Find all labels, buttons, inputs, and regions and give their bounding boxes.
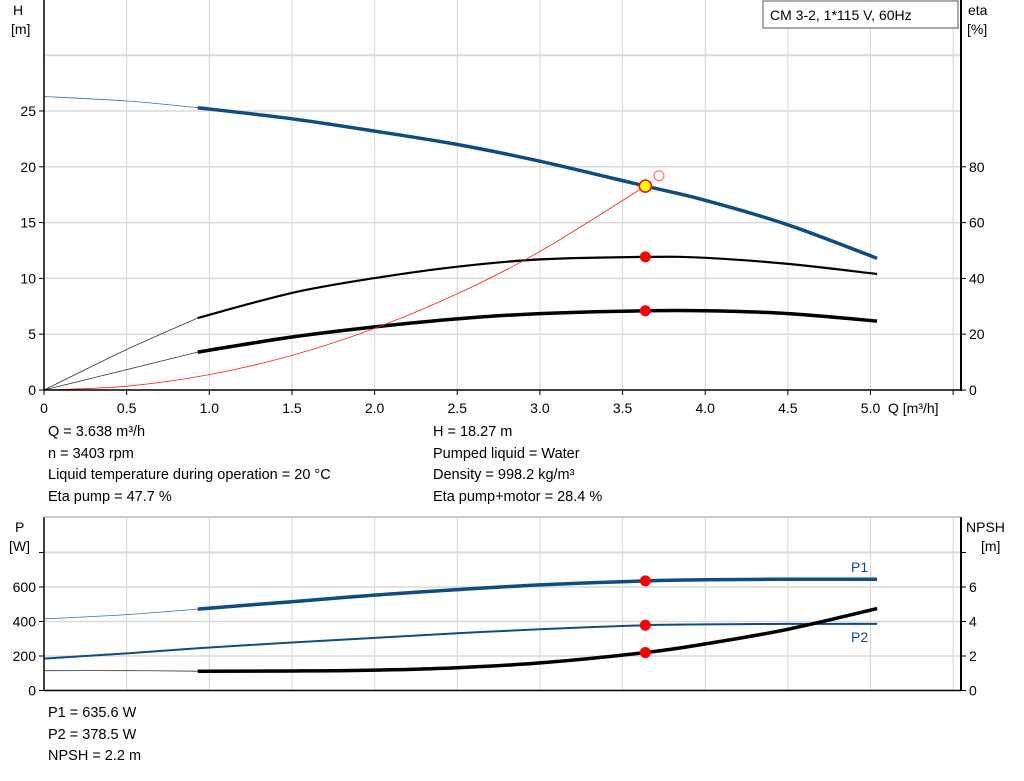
h-axis-label: H: [13, 2, 23, 18]
p-tick-label: 400: [13, 614, 37, 630]
h-tick-label: 15: [20, 215, 36, 231]
eta_pump_motor-curve-extrapolated: [43, 351, 198, 391]
eta-tick-label: 0: [969, 382, 977, 398]
operating-point-H: [638, 179, 653, 193]
eta-axis-unit: [%]: [967, 21, 987, 37]
info-q: Q = 3.638 m³/h: [48, 424, 146, 440]
npsh-tick-label: 0: [969, 683, 977, 699]
info-density: Density = 998.2 kg/m³: [433, 467, 575, 483]
eta_pump_motor-curve: [197, 308, 878, 354]
x-tick-label: 3.0: [530, 400, 550, 416]
p-axis-unit: [W]: [9, 538, 30, 554]
info-liquid-temp: Liquid temperature during operation = 20…: [48, 467, 331, 483]
x-tick-label: 5.0: [861, 400, 881, 416]
h-tick-label: 20: [20, 159, 36, 175]
info-eta-pump-motor: Eta pump+motor = 28.4 %: [433, 488, 603, 505]
top-curves: [43, 96, 878, 391]
operating-point-P2: [639, 619, 651, 631]
H-curve: [197, 105, 878, 260]
npsh-tick-label: 4: [969, 614, 977, 630]
q-axis-label: Q [m³/h]: [888, 400, 939, 416]
NPSH-curve-extrapolated: [43, 670, 198, 672]
npsh-tick-label: 6: [969, 579, 977, 595]
h-tick-label: 10: [20, 270, 36, 286]
x-tick-label: 1.0: [200, 400, 220, 416]
x-tick-label: 2.0: [365, 400, 385, 416]
npsh-tick-label: 2: [969, 648, 977, 664]
x-tick-label: 0.5: [117, 400, 137, 416]
info-n: n = 3403 rpm: [48, 445, 134, 462]
open-marker: [653, 170, 665, 182]
P2-curve: [43, 622, 878, 660]
system_curve-curve: [43, 185, 646, 391]
info-left: Q = 3.638 m³/h n = 3403 rpm Liquid tempe…: [48, 422, 331, 508]
p-tick-label: 0: [28, 683, 36, 699]
h-axis-unit: [m]: [11, 21, 30, 37]
operating-point-eta_pump: [639, 251, 651, 263]
p2-series-label: P2: [851, 629, 868, 645]
H-curve-extrapolated: [43, 96, 198, 109]
h-tick-label: 5: [28, 326, 36, 342]
legend-title: CM 3-2, 1*115 V, 60Hz: [770, 7, 912, 23]
p-tick-label: 600: [13, 579, 37, 595]
info-eta-pump: Eta pump = 47.7 %: [48, 488, 172, 505]
x-tick-label: 4.5: [778, 400, 798, 416]
x-tick-label: 4.0: [695, 400, 715, 416]
eta-tick-label: 60: [969, 215, 985, 231]
top-grid: [44, 0, 961, 390]
h-tick-label: 0: [28, 382, 36, 398]
x-tick-label: 2.5: [448, 400, 468, 416]
npsh-axis-unit: [m]: [981, 538, 1000, 554]
info-bottom: P1 = 635.6 W P2 = 378.5 W NPSH = 2.2 m: [48, 703, 141, 768]
eta-axis-label: eta: [968, 2, 988, 18]
x-tick-label: 0: [40, 400, 48, 416]
eta-tick-label: 80: [969, 159, 985, 175]
bottom-curves: [43, 575, 878, 673]
P1-curve: [197, 577, 878, 611]
operating-point-P1: [639, 575, 651, 587]
p-axis-label: P: [15, 519, 24, 535]
info-p1: P1 = 635.6 W: [48, 705, 137, 721]
info-right: H = 18.27 m Pumped liquid = Water Densit…: [433, 422, 602, 508]
eta-tick-label: 20: [969, 326, 985, 342]
NPSH-curve: [197, 606, 878, 673]
eta-tick-label: 40: [969, 270, 985, 286]
operating-point-NPSH: [639, 647, 651, 659]
info-pumped-liquid: Pumped liquid = Water: [433, 445, 580, 462]
h-tick-label: 25: [20, 103, 36, 119]
x-tick-label: 3.5: [613, 400, 633, 416]
legend-box: [762, 0, 959, 29]
p1-series-label: P1: [851, 559, 868, 575]
x-tick-label: 1.5: [282, 400, 302, 416]
info-p2: P2 = 378.5 W: [48, 726, 137, 743]
info-npsh: NPSH = 2.2 m: [48, 748, 142, 764]
axes: 0 0.5 1.0 1.5 2.0 2.5 3.0 3.5 4.0 4.5 5.0051015202…: [13, 0, 985, 699]
operating-point-eta_pump_motor: [639, 305, 651, 317]
P1-curve-extrapolated: [43, 608, 198, 620]
p-tick-label: 200: [13, 648, 37, 664]
info-h: H = 18.27 m: [433, 424, 513, 440]
npsh-axis-label: NPSH: [966, 519, 1005, 535]
eta_pump-curve: [197, 255, 878, 320]
eta_pump-curve-extrapolated: [43, 317, 198, 391]
